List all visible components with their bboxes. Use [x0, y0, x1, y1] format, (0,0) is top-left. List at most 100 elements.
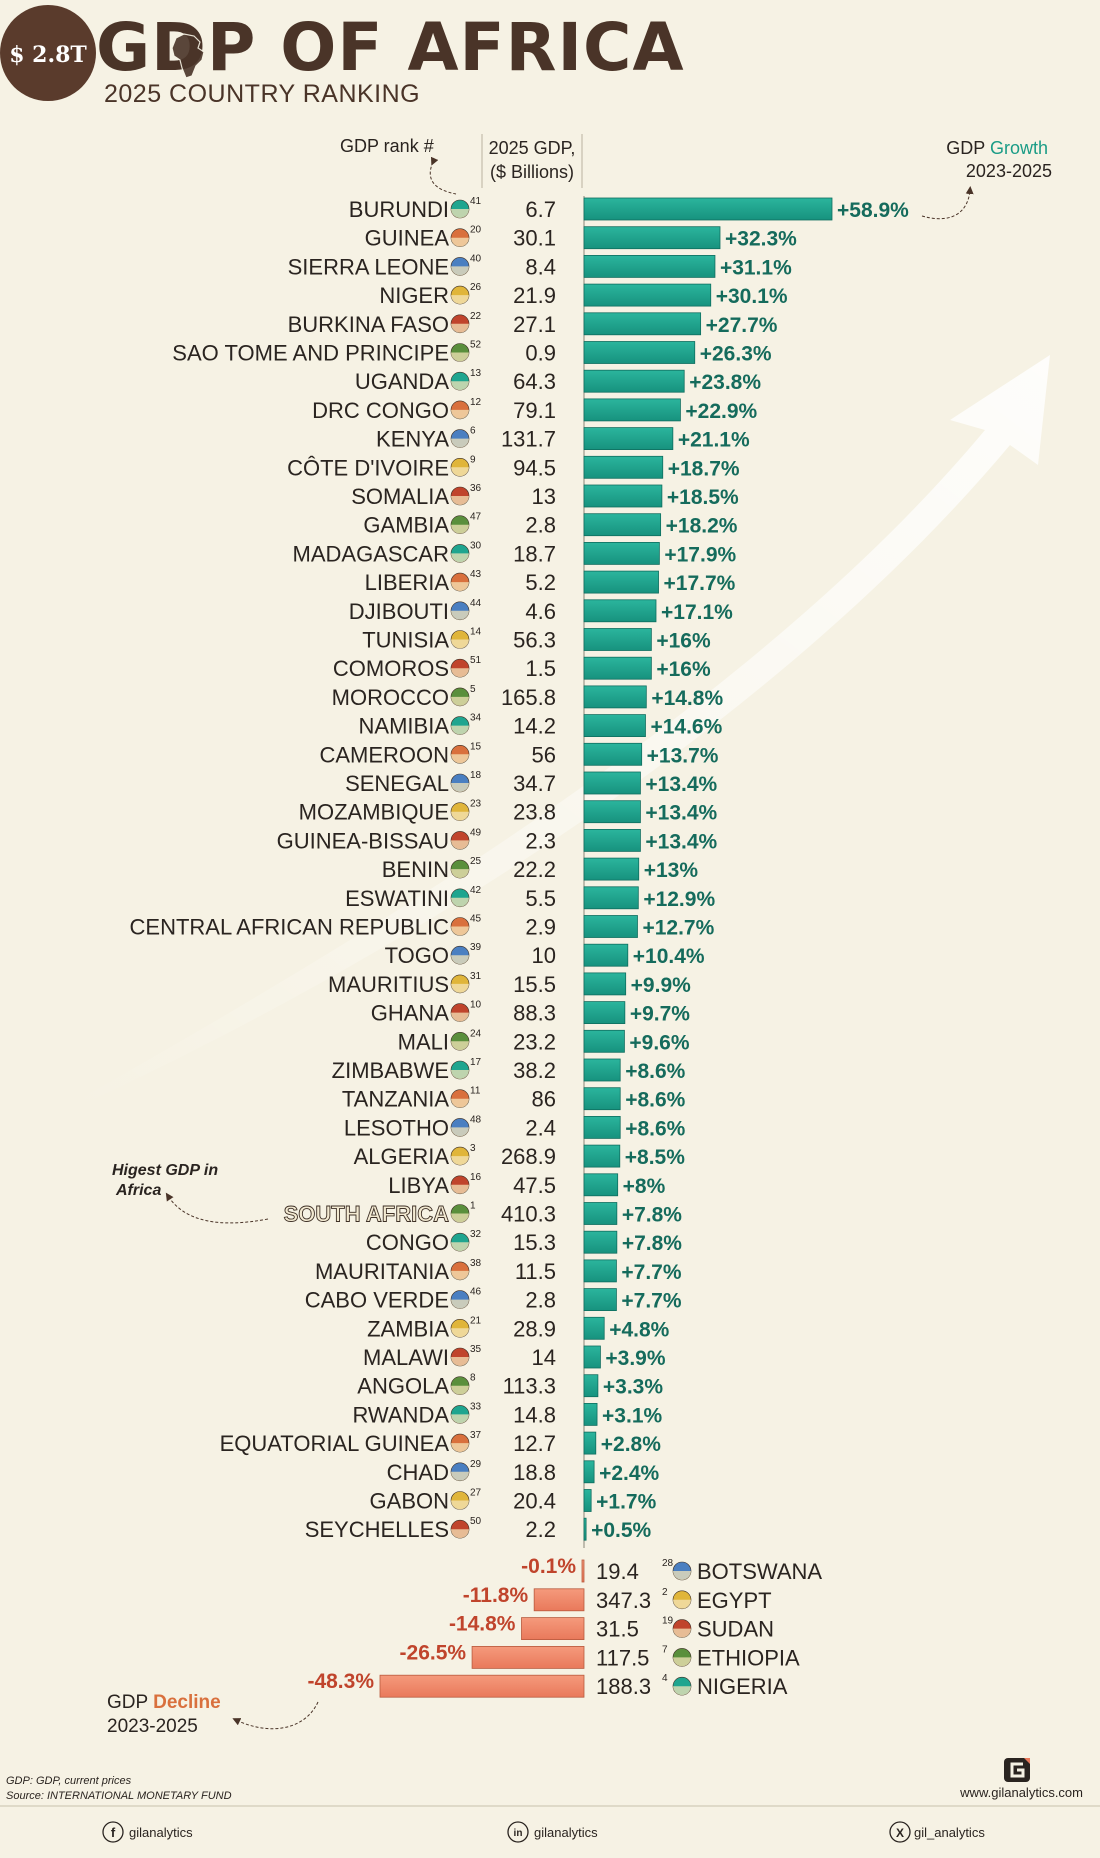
gdp-value: 14.2 [513, 714, 556, 739]
rank-number: 33 [470, 1401, 482, 1412]
decline-row-nigeria: -48.3% 188.3 4 NIGERIA [307, 1670, 787, 1699]
growth-bar [583, 857, 640, 881]
decline-bar [379, 1674, 585, 1698]
gdp-value: 30.1 [513, 226, 556, 251]
growth-row-somalia: SOMALIA 36 13 +18.5% [351, 483, 739, 509]
country-label: GUINEA [365, 226, 450, 251]
country-label: RWANDA [352, 1402, 449, 1427]
growth-bar [583, 1116, 621, 1139]
flag-icon-stripe [673, 1686, 691, 1696]
rank-number: 9 [470, 454, 476, 465]
decline-value-label: -14.8% [449, 1613, 516, 1636]
website-link[interactable]: www.gilanalytics.com [959, 1785, 1083, 1800]
growth-value-label: +7.8% [622, 1232, 682, 1255]
growth-row-zimbabwe: ZIMBABWE 17 38.2 +8.6% [332, 1057, 686, 1083]
growth-row-guinea-bissau: GUINEA-BISSAU 49 2.3 +13.4% [277, 827, 718, 853]
facebook-icon [102, 1821, 124, 1843]
flag-icon-stripe [451, 1328, 469, 1338]
growth-bar [583, 369, 685, 393]
gdp-column-label-1: 2025 GDP, [489, 138, 576, 158]
growth-row-mauritania: MAURITANIA 38 11.5 +7.7% [315, 1258, 682, 1284]
growth-value-label: +10.4% [633, 945, 705, 968]
growth-value-label: +27.7% [706, 314, 778, 337]
rank-number: 1 [470, 1201, 476, 1212]
rank-number: 41 [470, 196, 482, 207]
rank-number: 47 [470, 512, 482, 523]
growth-value-label: +18.7% [668, 457, 740, 480]
growth-value-label: +14.6% [650, 716, 722, 739]
growth-bar [583, 972, 627, 996]
gdp-value: 8.4 [525, 254, 556, 279]
growth-row-chad: CHAD 29 18.8 +2.4% [387, 1459, 660, 1485]
flag-icon-stripe [451, 237, 469, 247]
growth-row-namibia: NAMIBIA 34 14.2 +14.6% [359, 713, 723, 739]
growth-value-label: +17.7% [664, 572, 736, 595]
column-headers: GDP rank # 2025 GDP, ($ Billions) GDP Gr… [340, 134, 1052, 220]
growth-value-label: +18.5% [667, 486, 739, 509]
growth-bar [583, 771, 641, 795]
flag-icon-stripe [451, 1127, 469, 1137]
country-label: EGYPT [697, 1588, 772, 1613]
svg-text:in: in [514, 1828, 523, 1839]
flag-icon-stripe [451, 209, 469, 218]
linkedin-link[interactable]: in gilanalytics [507, 1821, 598, 1843]
africa-map-icon [171, 33, 205, 79]
flag-icon-stripe [451, 352, 469, 362]
rank-number: 52 [470, 340, 482, 351]
header: $ 2.8T GDP OF AFRICA 2025 COUNTRY RANKIN… [0, 5, 684, 108]
gdp-value: 165.8 [501, 685, 556, 710]
gdp-value: 188.3 [596, 1674, 651, 1699]
country-label: ANGOLA [357, 1374, 449, 1399]
growth-bar [583, 427, 674, 451]
linkedin-handle: gilanalytics [534, 1825, 598, 1840]
rank-number: 13 [470, 368, 482, 379]
rank-number: 29 [470, 1459, 482, 1470]
growth-bar [583, 1431, 597, 1455]
growth-bar [583, 1058, 621, 1082]
growth-bar [583, 1230, 618, 1254]
country-label: KENYA [376, 427, 449, 452]
flag-icon-stripe [451, 1471, 469, 1481]
svg-text:f: f [111, 1825, 116, 1840]
rank-number: 32 [470, 1229, 482, 1240]
page-subtitle: 2025 COUNTRY RANKING [104, 80, 420, 108]
flag-icon-stripe [451, 926, 469, 936]
growth-value-label: +8.5% [625, 1146, 685, 1169]
gdp-value: 56 [532, 742, 556, 767]
decline-rows: -0.1% 19.4 28 BOTSWANA-11.8% 347.3 2 EGYPT-14.… [307, 1555, 822, 1699]
highest-gdp-pointer [165, 1192, 269, 1224]
rank-number: 18 [470, 770, 482, 781]
growth-row-niger: NIGER 26 21.9 +30.1% [379, 282, 788, 308]
linkedin-icon [507, 1821, 529, 1843]
growth-bar [583, 800, 641, 824]
country-label: NIGER [379, 283, 449, 308]
country-label: LIBERIA [365, 570, 450, 595]
growth-row-gambia: GAMBIA 47 2.8 +18.2% [363, 512, 737, 538]
footer: GDP: GDP, current prices Source: INTERNA… [0, 1758, 1100, 1843]
growth-bar [583, 1316, 605, 1340]
growth-value-label: +9.7% [630, 1003, 690, 1026]
growth-row-madagascar: MADAGASCAR 30 18.7 +17.9% [293, 540, 737, 566]
decline-row-sudan: -14.8% 31.5 19 SUDAN [449, 1613, 774, 1642]
growth-row-comoros: COMOROS 51 1.5 +16% [333, 655, 711, 681]
growth-row-cameroon: CAMEROON 15 56 +13.7% [319, 741, 718, 767]
facebook-link[interactable]: f gilanalytics [102, 1821, 193, 1843]
growth-row-rwanda: RWANDA 33 14.8 +3.1% [352, 1401, 662, 1427]
growth-value-label: +7.8% [622, 1204, 682, 1227]
flag-icon-stripe [451, 524, 469, 534]
growth-value-label: +12.7% [642, 917, 714, 940]
growth-bar [583, 656, 652, 680]
gdp-value: 12.7 [513, 1431, 556, 1456]
country-label: GUINEA-BISSAU [277, 828, 449, 853]
decline-value-label: -11.8% [463, 1584, 529, 1607]
gdp-value: 27.1 [513, 312, 556, 337]
growth-bar [583, 197, 833, 221]
country-label: SIERRA LEONE [288, 254, 449, 279]
growth-value-label: +1.7% [596, 1491, 656, 1514]
rank-number: 42 [470, 885, 482, 896]
country-label: MAURITANIA [315, 1259, 449, 1284]
rank-number: 43 [470, 569, 482, 580]
x-link[interactable]: X gil_analytics [889, 1821, 985, 1843]
rank-number: 40 [470, 253, 482, 264]
gdp-value: 14 [532, 1345, 556, 1370]
